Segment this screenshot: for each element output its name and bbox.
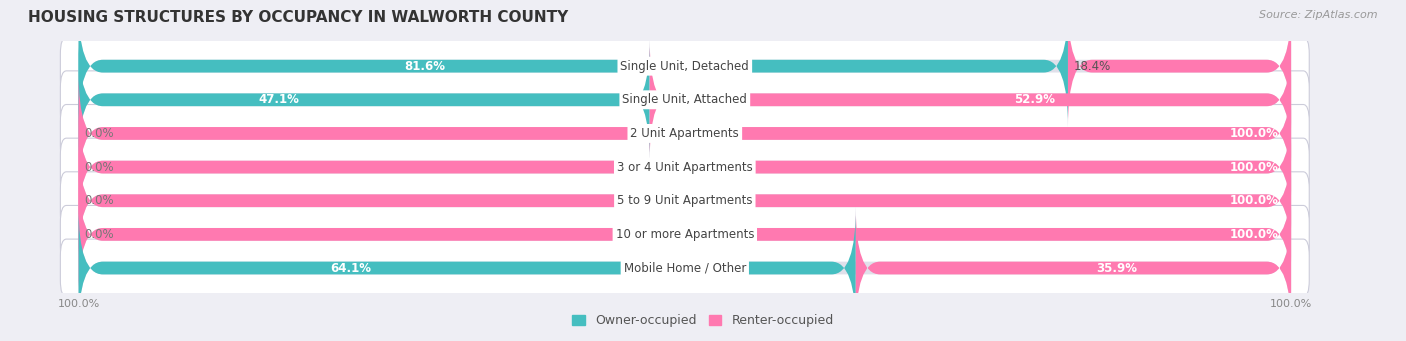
Text: 100.0%: 100.0% <box>1230 161 1279 174</box>
Text: 0.0%: 0.0% <box>84 127 114 140</box>
Text: 0.0%: 0.0% <box>84 228 114 241</box>
FancyBboxPatch shape <box>79 207 856 329</box>
Text: 0.0%: 0.0% <box>84 161 114 174</box>
FancyBboxPatch shape <box>79 174 1291 295</box>
Text: Mobile Home / Other: Mobile Home / Other <box>624 262 747 275</box>
FancyBboxPatch shape <box>79 73 1291 194</box>
Text: 10 or more Apartments: 10 or more Apartments <box>616 228 754 241</box>
Text: 47.1%: 47.1% <box>257 93 299 106</box>
FancyBboxPatch shape <box>79 140 1291 262</box>
FancyBboxPatch shape <box>79 106 1291 228</box>
FancyBboxPatch shape <box>79 174 1291 295</box>
FancyBboxPatch shape <box>79 207 1291 329</box>
FancyBboxPatch shape <box>79 39 650 161</box>
Text: HOUSING STRUCTURES BY OCCUPANCY IN WALWORTH COUNTY: HOUSING STRUCTURES BY OCCUPANCY IN WALWO… <box>28 10 568 25</box>
FancyBboxPatch shape <box>60 239 1309 297</box>
Text: 100.0%: 100.0% <box>1230 194 1279 207</box>
Text: 2 Unit Apartments: 2 Unit Apartments <box>630 127 740 140</box>
FancyBboxPatch shape <box>60 138 1309 196</box>
FancyBboxPatch shape <box>79 5 1291 127</box>
Text: 3 or 4 Unit Apartments: 3 or 4 Unit Apartments <box>617 161 752 174</box>
FancyBboxPatch shape <box>650 39 1291 161</box>
FancyBboxPatch shape <box>79 106 1291 228</box>
FancyBboxPatch shape <box>60 71 1309 129</box>
Text: 100.0%: 100.0% <box>1230 127 1279 140</box>
Text: 5 to 9 Unit Apartments: 5 to 9 Unit Apartments <box>617 194 752 207</box>
Text: 52.9%: 52.9% <box>1014 93 1054 106</box>
Text: Single Unit, Attached: Single Unit, Attached <box>623 93 747 106</box>
FancyBboxPatch shape <box>79 39 1291 161</box>
Text: 0.0%: 0.0% <box>84 194 114 207</box>
Text: 64.1%: 64.1% <box>330 262 371 275</box>
Text: 35.9%: 35.9% <box>1097 262 1137 275</box>
Text: Single Unit, Detached: Single Unit, Detached <box>620 60 749 73</box>
FancyBboxPatch shape <box>79 73 1291 194</box>
FancyBboxPatch shape <box>60 104 1309 162</box>
FancyBboxPatch shape <box>60 205 1309 263</box>
Text: 18.4%: 18.4% <box>1074 60 1111 73</box>
FancyBboxPatch shape <box>60 37 1309 95</box>
FancyBboxPatch shape <box>79 5 1069 127</box>
Text: 81.6%: 81.6% <box>405 60 446 73</box>
Legend: Owner-occupied, Renter-occupied: Owner-occupied, Renter-occupied <box>568 309 838 332</box>
FancyBboxPatch shape <box>1069 5 1291 127</box>
FancyBboxPatch shape <box>79 140 1291 262</box>
Text: 100.0%: 100.0% <box>1230 228 1279 241</box>
FancyBboxPatch shape <box>856 207 1291 329</box>
FancyBboxPatch shape <box>60 172 1309 230</box>
Text: Source: ZipAtlas.com: Source: ZipAtlas.com <box>1260 10 1378 20</box>
